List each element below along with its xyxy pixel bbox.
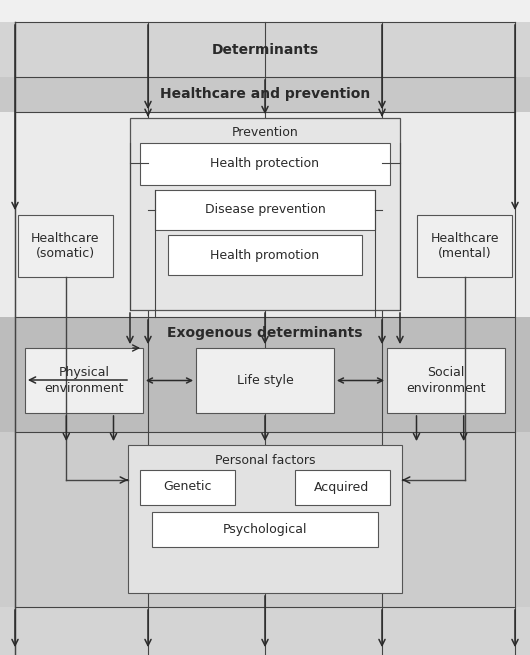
Text: Physical
environment: Physical environment — [44, 366, 123, 395]
Bar — [140, 470, 235, 505]
Bar — [387, 348, 505, 413]
Bar — [0, 112, 530, 317]
Text: Determinants: Determinants — [211, 43, 319, 57]
Text: Life style: Life style — [236, 374, 294, 387]
Text: Genetic: Genetic — [163, 481, 211, 493]
Text: Exogenous determinants: Exogenous determinants — [167, 326, 363, 340]
Text: Healthcare
(mental): Healthcare (mental) — [430, 231, 499, 261]
Bar — [18, 215, 113, 277]
Bar — [155, 190, 375, 230]
Bar — [128, 445, 402, 593]
Bar — [140, 143, 390, 185]
Text: Disease prevention: Disease prevention — [205, 204, 325, 217]
Bar — [168, 235, 362, 275]
Text: Healthcare and prevention: Healthcare and prevention — [160, 87, 370, 101]
Bar — [0, 0, 530, 22]
Bar — [0, 22, 530, 77]
Bar — [0, 77, 530, 112]
Bar — [417, 215, 512, 277]
Bar — [152, 512, 378, 547]
Bar — [295, 470, 390, 505]
Bar — [130, 118, 400, 310]
Text: Health promotion: Health promotion — [210, 248, 320, 261]
Text: Acquired: Acquired — [314, 481, 369, 493]
Text: Psychological: Psychological — [223, 523, 307, 536]
Bar — [196, 348, 334, 413]
Text: Health protection: Health protection — [210, 157, 320, 170]
Bar — [0, 317, 530, 432]
Bar — [0, 432, 530, 607]
Text: Social
environment: Social environment — [407, 366, 486, 395]
Text: Prevention: Prevention — [232, 126, 298, 140]
Text: Personal factors: Personal factors — [215, 455, 315, 468]
Bar — [0, 607, 530, 655]
Text: Healthcare
(somatic): Healthcare (somatic) — [31, 231, 100, 261]
Bar — [25, 348, 143, 413]
